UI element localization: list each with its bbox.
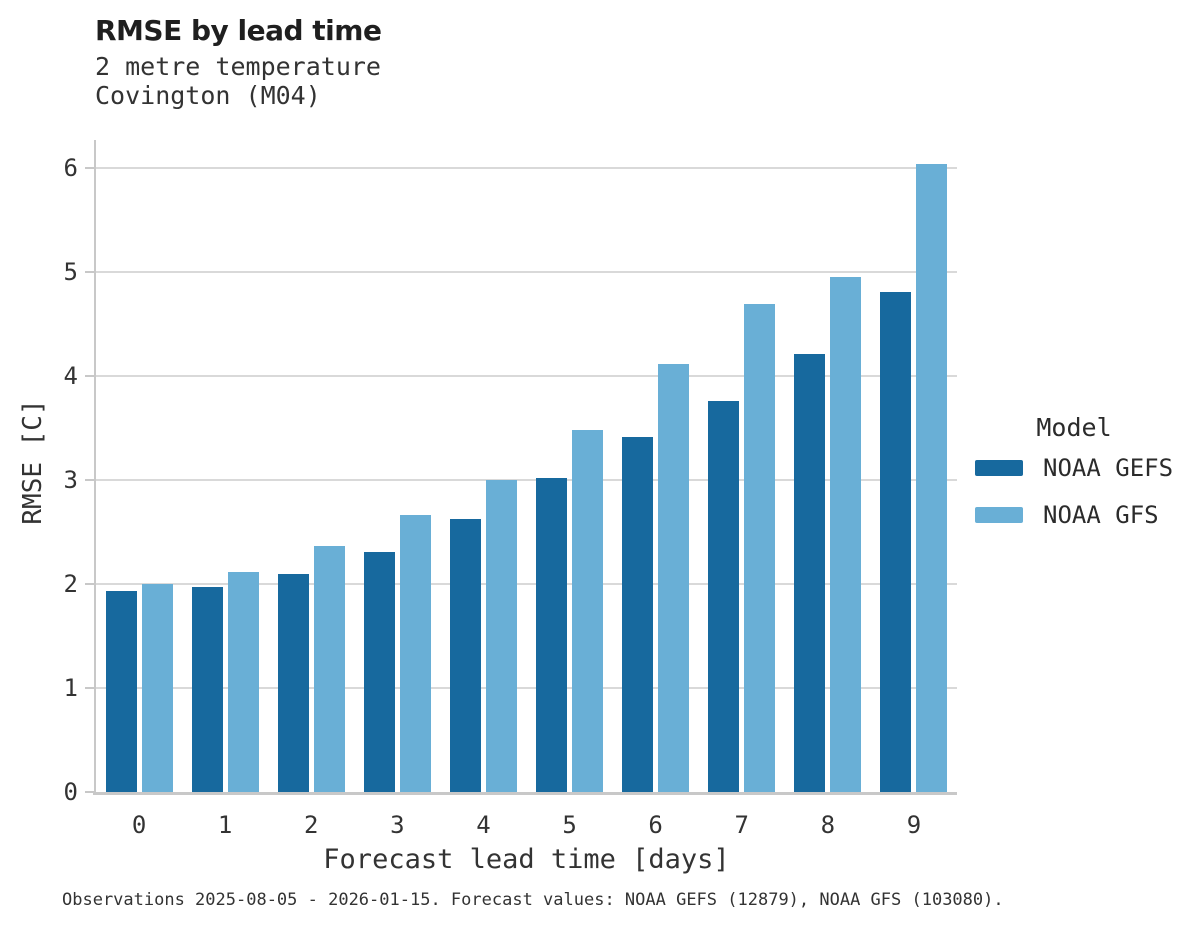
- x-axis-line: [93, 792, 957, 795]
- y-tick-label-4: 4: [63, 362, 78, 391]
- x-tick-label-8: 8: [820, 811, 836, 839]
- y-tick-mark-4: [85, 375, 94, 378]
- bar-noaa-gefs-lead-0: [105, 591, 137, 792]
- bar-noaa-gefs-lead-8: [794, 354, 826, 792]
- y-tick-label-2: 2: [63, 570, 78, 599]
- x-tick-label-2: 2: [304, 811, 319, 839]
- legend-title: Model: [1036, 413, 1112, 442]
- legend: Model NOAA GEFS NOAA GFS: [975, 413, 1173, 548]
- y-tick-label-3: 3: [63, 466, 78, 495]
- legend-swatch-noaa-gfs: [975, 507, 1023, 523]
- bar-noaa-gefs-lead-2: [277, 573, 309, 792]
- bar-noaa-gfs-lead-8: [830, 277, 862, 792]
- legend-label-noaa-gefs: NOAA GEFS: [1043, 454, 1174, 482]
- bar-noaa-gefs-lead-3: [363, 551, 395, 792]
- x-tick-label-4: 4: [476, 811, 491, 839]
- bar-noaa-gfs-lead-9: [916, 163, 948, 792]
- legend-entry-noaa-gfs: NOAA GFS: [975, 501, 1173, 529]
- chart-subtitle-variable: 2 metre temperature: [95, 52, 381, 81]
- y-tick-label-0: 0: [63, 778, 78, 806]
- y-tick-label-6: 6: [63, 154, 78, 183]
- x-tick-label-3: 3: [390, 811, 405, 839]
- bar-noaa-gfs-lead-7: [744, 304, 776, 792]
- bar-noaa-gfs-lead-6: [658, 363, 690, 792]
- y-tick-label-5: 5: [63, 258, 78, 287]
- figure-caption: Observations 2025-08-05 - 2026-01-15. Fo…: [62, 890, 1004, 910]
- y-tick-mark-5: [85, 271, 94, 274]
- y-axis-title: RMSE [C]: [18, 399, 48, 525]
- bar-noaa-gfs-lead-1: [227, 571, 259, 792]
- bar-noaa-gefs-lead-7: [708, 401, 740, 792]
- bar-noaa-gfs-lead-4: [485, 480, 517, 792]
- chart-title: RMSE by lead time: [95, 14, 382, 47]
- gridline-y-4: [96, 375, 957, 378]
- bar-noaa-gefs-lead-6: [622, 437, 654, 792]
- x-tick-label-6: 6: [648, 811, 663, 839]
- chart-subtitle-station: Covington (M04): [95, 81, 321, 110]
- bar-noaa-gfs-lead-2: [313, 545, 345, 792]
- bar-noaa-gefs-lead-5: [536, 477, 568, 792]
- bar-noaa-gfs-lead-0: [141, 584, 173, 792]
- bar-noaa-gefs-lead-9: [880, 291, 912, 792]
- y-axis-line: [94, 140, 96, 795]
- y-tick-label-1: 1: [63, 674, 78, 702]
- bar-noaa-gfs-lead-5: [572, 430, 604, 792]
- y-tick-mark-0: [85, 791, 94, 793]
- gridline-y-6: [96, 167, 957, 170]
- legend-label-noaa-gfs: NOAA GFS: [1043, 501, 1159, 529]
- y-tick-mark-1: [85, 687, 94, 689]
- gridline-y-3: [96, 479, 957, 482]
- bar-noaa-gefs-lead-1: [191, 587, 223, 792]
- legend-entry-noaa-gefs: NOAA GEFS: [975, 454, 1173, 482]
- x-tick-label-7: 7: [734, 811, 749, 839]
- x-axis-title: Forecast lead time [days]: [323, 844, 730, 875]
- x-tick-label-9: 9: [906, 811, 922, 839]
- y-tick-mark-2: [85, 583, 94, 586]
- y-tick-mark-6: [85, 167, 94, 170]
- gridline-y-1: [96, 687, 957, 689]
- bar-noaa-gefs-lead-4: [449, 518, 481, 792]
- gridline-y-5: [96, 271, 957, 274]
- x-tick-label-0: 0: [131, 811, 147, 839]
- x-tick-label-1: 1: [217, 811, 233, 839]
- bar-noaa-gfs-lead-3: [399, 515, 431, 792]
- y-tick-mark-3: [85, 479, 94, 482]
- gridline-y-2: [96, 583, 957, 586]
- x-tick-label-5: 5: [562, 811, 577, 839]
- legend-swatch-noaa-gefs: [975, 460, 1023, 476]
